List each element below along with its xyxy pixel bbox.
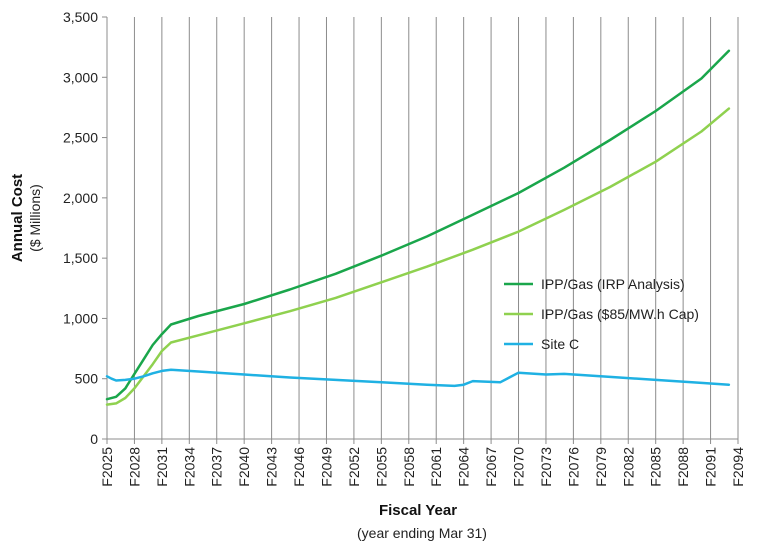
vertical-gridlines (133, 17, 739, 439)
x-tick-labels: F2025 F2028 F2031 F2034 F2037 F2040 F2043 F2046… (99, 447, 746, 487)
x-tick-label: F2067 (483, 447, 499, 487)
legend-item-site-c: Site C (504, 336, 579, 352)
y-tick-label: 2,500 (63, 130, 98, 146)
x-tick-label: F2088 (675, 447, 691, 487)
y-axis-title: Annual Cost (9, 174, 26, 262)
x-tick-label: F2049 (318, 447, 334, 487)
series-line-1 (105, 107, 731, 406)
x-tick-label: F2082 (620, 447, 636, 487)
y-tick-label: 1,500 (63, 250, 98, 266)
legend-label-irp: IPP/Gas (IRP Analysis) (541, 276, 685, 292)
x-tick-label: F2070 (511, 447, 527, 487)
y-tick-label: 0 (90, 431, 98, 447)
y-tick-label: 2,000 (63, 190, 98, 206)
axes (102, 16, 739, 444)
legend-item-cap: IPP/Gas ($85/MW.h Cap) (504, 306, 699, 322)
legend-label-site-c: Site C (541, 336, 579, 352)
x-tick-label: F2037 (209, 447, 225, 487)
x-tick-label: F2085 (648, 447, 664, 487)
x-tick-label: F2046 (291, 447, 307, 487)
x-tick-label: F2079 (593, 447, 609, 487)
x-tick-label: F2091 (703, 447, 719, 487)
x-tick-label: F2028 (126, 447, 142, 487)
series-lines (105, 49, 731, 406)
x-axis-title: Fiscal Year (379, 502, 457, 519)
x-tick-label: F2055 (373, 447, 389, 487)
x-tick-label: F2058 (401, 447, 417, 487)
y-tick-label: 3,000 (63, 69, 98, 85)
y-tick-label: 1,000 (63, 310, 98, 326)
x-tick-label: F2040 (236, 447, 252, 487)
x-tick-label: F2031 (154, 447, 170, 487)
y-tick-label: 500 (75, 371, 99, 387)
x-tick-label: F2061 (428, 447, 444, 487)
x-tick-label: F2073 (538, 447, 554, 487)
x-tick-label: F2034 (181, 447, 197, 487)
x-tick-label: F2076 (565, 447, 581, 487)
series-line-0 (105, 49, 731, 401)
legend-item-irp: IPP/Gas (IRP Analysis) (504, 276, 685, 292)
x-axis-subtitle: (year ending Mar 31) (357, 525, 487, 541)
x-tick-label: F2064 (456, 447, 472, 487)
series-line-2 (105, 368, 731, 388)
y-tick-labels: 0 500 1,000 1,500 2,000 2,500 3,000 3,500 (63, 9, 98, 447)
x-tick-label: F2025 (99, 447, 115, 487)
y-tick-label: 3,500 (63, 9, 98, 25)
y-axis-subtitle: ($ Millions) (27, 184, 43, 252)
x-tick-label: F2094 (730, 447, 746, 487)
x-tick-label: F2043 (264, 447, 280, 487)
x-tick-label: F2052 (346, 447, 362, 487)
legend-label-cap: IPP/Gas ($85/MW.h Cap) (541, 306, 699, 322)
legend: IPP/Gas (IRP Analysis) IPP/Gas ($85/MW.h… (504, 276, 699, 352)
